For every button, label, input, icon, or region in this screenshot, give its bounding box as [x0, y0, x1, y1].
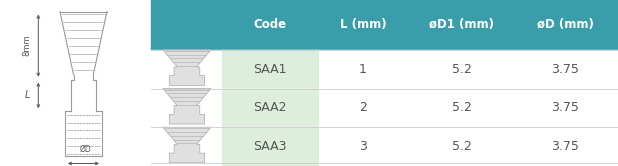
Text: øD1 (mm): øD1 (mm): [430, 18, 494, 31]
Text: SAA3: SAA3: [253, 140, 287, 153]
Text: SAA2: SAA2: [253, 101, 287, 114]
Text: Code: Code: [254, 18, 287, 31]
Bar: [222, 88, 318, 127]
Text: 1: 1: [359, 63, 367, 76]
Bar: [151, 88, 618, 127]
Text: L (mm): L (mm): [340, 18, 386, 31]
Polygon shape: [163, 50, 211, 85]
Text: 2: 2: [359, 101, 367, 114]
Bar: [222, 127, 318, 166]
Polygon shape: [163, 127, 211, 163]
Polygon shape: [163, 88, 211, 124]
Text: 5.2: 5.2: [452, 140, 472, 153]
Bar: [222, 50, 318, 88]
Text: 3.75: 3.75: [551, 63, 580, 76]
Bar: [151, 127, 618, 166]
Text: 5.2: 5.2: [452, 63, 472, 76]
Bar: [151, 50, 618, 88]
Text: 3.75: 3.75: [551, 140, 580, 153]
Text: 8mm: 8mm: [23, 35, 32, 56]
Text: SAA1: SAA1: [253, 63, 287, 76]
Text: 3: 3: [359, 140, 367, 153]
Text: L: L: [25, 90, 30, 100]
Bar: [151, 0, 618, 50]
Text: 3.75: 3.75: [551, 101, 580, 114]
Text: 5.2: 5.2: [452, 101, 472, 114]
Text: ØD: ØD: [79, 145, 91, 154]
Text: øD (mm): øD (mm): [537, 18, 594, 31]
